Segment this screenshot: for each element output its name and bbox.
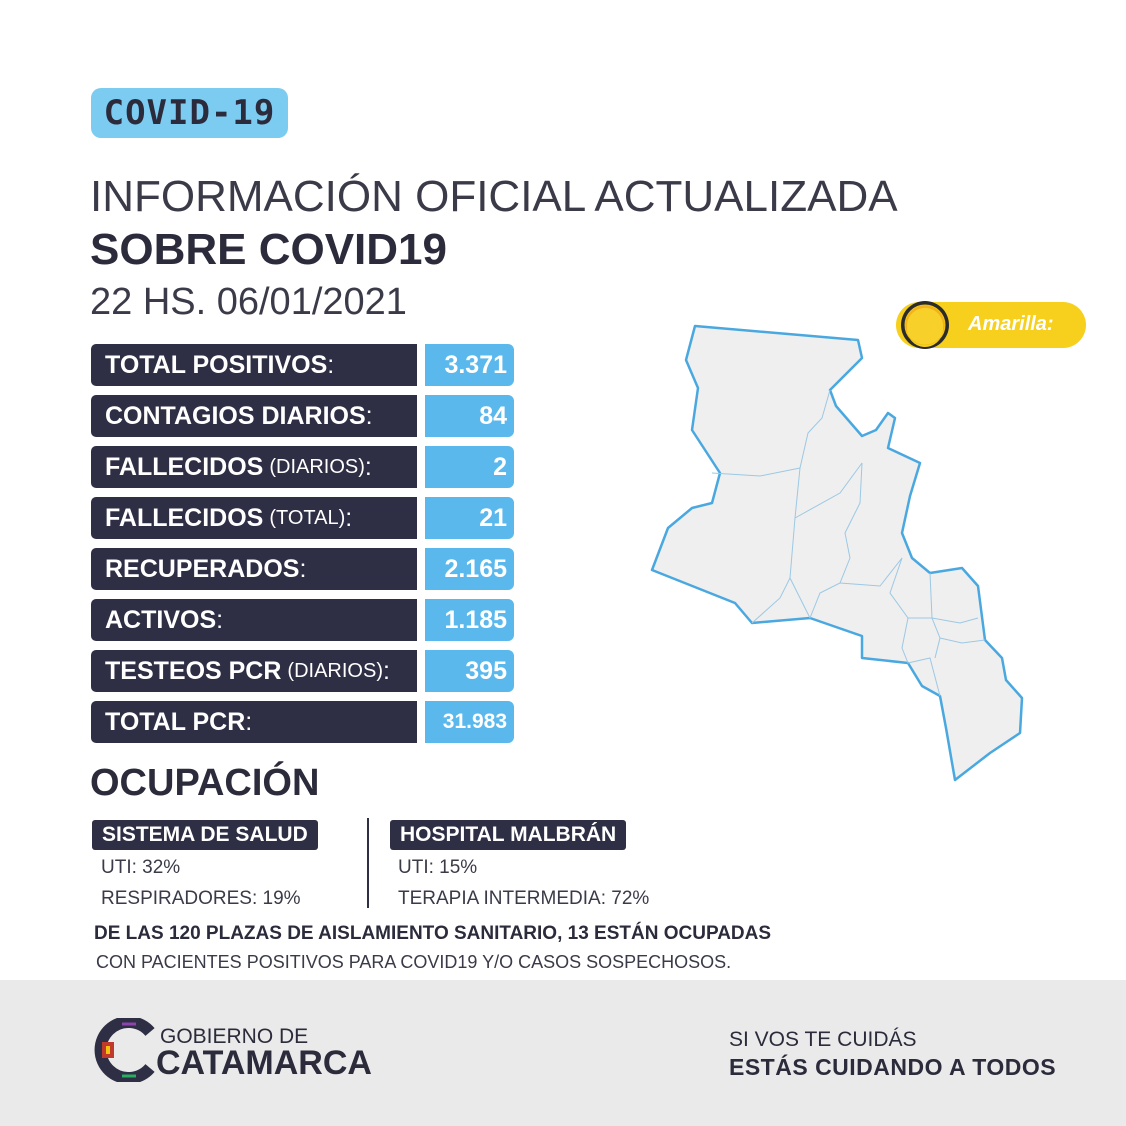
health-system-uti: UTI: 32% [101,857,181,878]
province-outline [650,324,1024,782]
occupancy-heading: OCUPACIÓN [90,762,320,804]
gov-line-1: GOBIERNO DE [160,1025,309,1048]
status-indicator-icon [901,301,949,349]
health-system-tag: SISTEMA DE SALUD [92,820,318,850]
stat-label: ACTIVOS: [91,599,417,641]
stat-value: 3.371 [425,344,514,386]
stat-value: 395 [425,650,514,692]
department-borders [711,389,986,697]
hospital-tag: HOSPITAL MALBRÁN [390,820,627,850]
stat-label: TOTAL POSITIVOS: [91,344,417,386]
stat-value: 21 [425,497,514,539]
occupancy-divider [367,818,369,908]
title-line-1: INFORMACIÓN OFICIAL ACTUALIZADA [90,172,898,221]
footer [0,980,1126,1126]
stat-label: TESTEOS PCR (DIARIOS): [91,650,417,692]
gov-line-2: CATAMARCA [156,1044,372,1082]
province-map [650,324,1024,782]
stat-label: FALLECIDOS (TOTAL): [91,497,417,539]
stat-label: TOTAL PCR: [91,701,417,743]
slogan-line-2: ESTÁS CUIDANDO A TODOS [729,1054,1057,1080]
stat-label: FALLECIDOS (DIARIOS): [91,446,417,488]
stat-label: RECUPERADOS: [91,548,417,590]
report-datetime: 22 HS. 06/01/2021 [90,281,407,323]
hospital-uti: UTI: 15% [398,857,478,878]
status-label: Amarilla: [968,313,1054,335]
stat-value: 84 [425,395,514,437]
health-system-respirators: RESPIRADORES: 19% [101,888,301,909]
catamarca-logo-icon [94,1018,155,1082]
hospital-intermediate: TERAPIA INTERMEDIA: 72% [398,888,650,909]
covid-badge: COVID-19 [91,88,288,138]
stat-value: 2 [425,446,514,488]
stat-value: 31.983 [425,701,514,743]
isolation-note-bold: DE LAS 120 PLAZAS DE AISLAMIENTO SANITAR… [94,923,772,944]
stat-value: 1.185 [425,599,514,641]
slogan-line-1: SI VOS TE CUIDÁS [729,1028,917,1051]
stat-label: CONTAGIOS DIARIOS: [91,395,417,437]
isolation-note: CON PACIENTES POSITIVOS PARA COVID19 Y/O… [96,952,732,972]
stat-value: 2.165 [425,548,514,590]
title-line-2: SOBRE COVID19 [90,225,447,274]
